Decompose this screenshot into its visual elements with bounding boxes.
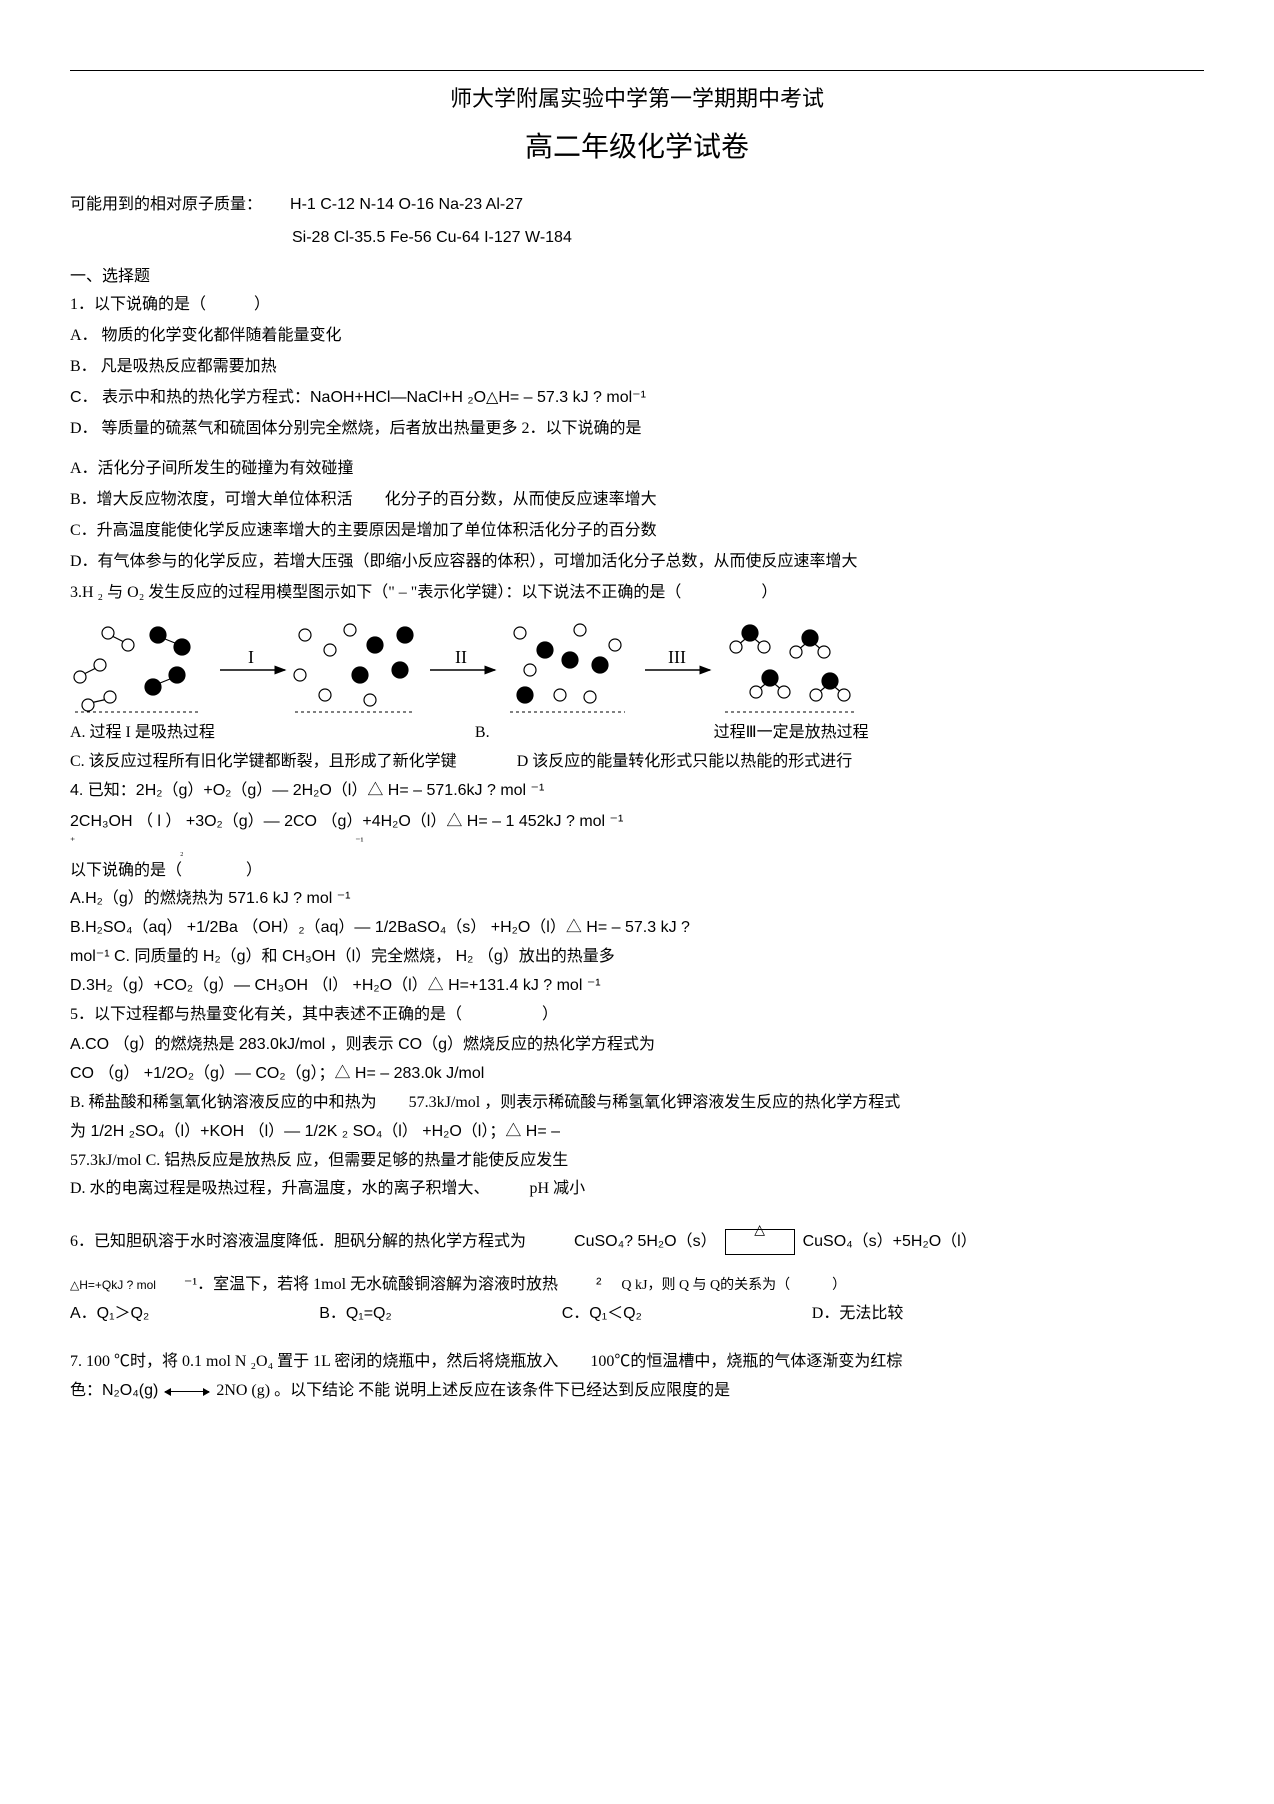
q2-C: C．升高温度能使化学反应速率增大的主要原因是增加了单位体积活化分子的百分数 <box>70 517 1204 546</box>
q4-stem: 4. 已知：2H₂（g）+O₂（g）— 2H₂O（l）△ H= – 571.6k… <box>70 777 1204 806</box>
q6-cuso1: CuSO₄? 5H₂O（s） <box>574 1233 717 1250</box>
q6-D: D．无法比较 <box>812 1300 904 1329</box>
triangle-icon: △ <box>754 1218 765 1243</box>
q2-D: D．有气体参与的化学反应，若增大压强（即缩小反应容器的体积），可增加活化分子总数… <box>70 548 1204 577</box>
equilibrium-arrow-icon <box>165 1391 209 1392</box>
masses-row2: Si-28 Cl-35.5 Fe-56 Cu-64 I-127 W-184 <box>292 224 1204 253</box>
svg-text:II: II <box>455 647 467 667</box>
q7-l2: 色：N₂O₄(g) 2NO (g) 。以下结论 不能 说明上述反应在该条件下已经… <box>70 1377 1204 1406</box>
q6-r2a: △H=+QkJ ? mol <box>70 1278 156 1292</box>
masses-label: 可能用到的相对原子质量： <box>70 191 262 220</box>
q7-l1: 7. 100 ℃时，将 0.1 mol N ₂O₄ 置于 1L 密闭的烧瓶中，然… <box>70 1348 1204 1377</box>
q4-eq2: 2CH₃OH （ l ） +3O₂（g）— 2CO （g）+4H₂O（l）△ H… <box>70 808 1204 837</box>
q1-B: B． 凡是吸热反应都需要加热 <box>70 353 1204 382</box>
q7-l2b: 2NO (g) 。以下结论 不能 说明上述反应在该条件下已经达到反应限度的是 <box>216 1382 730 1399</box>
q1-stem: 1．以下说确的是（ ） <box>70 291 1204 320</box>
q4-Bc: mol⁻¹ C. 同质量的 H₂（g）和 CH₃OH（l）完全燃烧， H₂ （g… <box>70 943 1204 972</box>
q6-r2b: ⁻¹．室温下，若将 1mol 无水硫酸铜溶解为溶液时放热 <box>184 1276 558 1293</box>
q3-stem: 3.H ₂ 与 O₂ 发生反应的过程用模型图示如下（" – "表示化学键）：以下… <box>70 579 1204 608</box>
q4-tiny1: ⁺ ⁻¹ <box>70 837 1204 847</box>
q1-C: C． 表示中和热的热化学方程式：NaOH+HCl—NaCl+H ₂O△H= – … <box>70 384 1204 413</box>
q2-B: B．增大反应物浓度，可增大单位体积活 化分子的百分数，从而使反应速率增大 <box>70 486 1204 515</box>
school-title: 师大学附属实验中学第一学期期中考试 <box>70 79 1204 119</box>
q4-tiny2: ₂ <box>70 847 1204 857</box>
q3-B: B. 过程Ⅲ一定是放热过程 <box>475 719 869 748</box>
q6-cuso2: CuSO₄（s）+5H₂O（l） <box>803 1233 977 1250</box>
q6-row2: △H=+QkJ ? mol ⁻¹．室温下，若将 1mol 无水硫酸铜溶解为溶液时… <box>70 1271 1204 1300</box>
q5-stem: 5．以下过程都与热量变化有关，其中表述不正确的是（ ） <box>70 1001 1204 1030</box>
q6-row1: 6．已知胆矾溶于水时溶液温度降低．胆矾分解的热化学方程式为 CuSO₄? 5H₂… <box>70 1228 1204 1257</box>
q5-D: D. 水的电离过程是吸热过程，升高温度，水的离子积增大、 pH 减小 <box>70 1175 1204 1204</box>
masses-row1: H-1 C-12 N-14 O-16 Na-23 Al-27 <box>290 191 523 220</box>
q5-B2: 为 1/2H ₂SO₄（l）+KOH （l）— 1/2K ₂ SO₄（l） +H… <box>70 1118 1204 1147</box>
q7-l2a: 色：N₂O₄(g) <box>70 1382 158 1399</box>
q3-D: D 该反应的能量转化形式只能以热能的形式进行 <box>517 748 853 777</box>
atomic-masses: 可能用到的相对原子质量： H-1 C-12 N-14 O-16 Na-23 Al… <box>70 191 1204 220</box>
q4-B: B.H₂SO₄（aq） +1/2Ba （OH）₂（aq）— 1/2BaSO₄（s… <box>70 914 1204 943</box>
q6-stem1: 6．已知胆矾溶于水时溶液温度降低．胆矾分解的热化学方程式为 <box>70 1233 526 1250</box>
q3-A: A. 过程 I 是吸热过程 <box>70 719 215 748</box>
paper-title: 高二年级化学试卷 <box>70 123 1204 173</box>
q1-A: A． 物质的化学变化都伴随着能量变化 <box>70 322 1204 351</box>
q2-A: A．活化分子间所发生的碰撞为有效碰撞 <box>70 455 1204 484</box>
q5-B3: 57.3kJ/mol C. 铝热反应是放热反 应，但需要足够的热量才能使反应发生 <box>70 1147 1204 1176</box>
svg-text:I: I <box>248 647 254 667</box>
q5-A2: CO （g） +1/2O₂（g）— CO₂（g）；△ H= – 283.0k J… <box>70 1060 1204 1089</box>
top-rule <box>70 70 1204 71</box>
q6-r2d: Q kJ，则 Q 与 Q的关系为（ ） <box>621 1278 846 1293</box>
svg-text:III: III <box>668 647 686 667</box>
heat-condition-box: △ <box>725 1229 795 1255</box>
q4-A: A.H₂（g）的燃烧热为 571.6 kJ ? mol ⁻¹ <box>70 885 1204 914</box>
q4-ask: 以下说确的是（ ） <box>70 857 1204 886</box>
q5-A1: A.CO （g）的燃烧热是 283.0kJ/mol ，则表示 CO（g）燃烧反应… <box>70 1031 1204 1060</box>
q3-C: C. 该反应过程所有旧化学键都断裂，且形成了新化学键 <box>70 748 457 777</box>
q6-r2c: ² <box>596 1276 601 1293</box>
section-1-title: 一、选择题 <box>70 263 1204 292</box>
q6-C: C．Q₁＜Q₂ <box>562 1300 642 1329</box>
reaction-diagram: I II III <box>70 615 950 715</box>
q6-A: A．Q₁＞Q₂ <box>70 1300 149 1329</box>
q5-B1: B. 稀盐酸和稀氢氧化钠溶液反应的中和热为 57.3kJ/mol ，则表示稀硫酸… <box>70 1089 1204 1118</box>
q4-D: D.3H₂（g）+CO₂（g）— CH₃OH （l） +H₂O（l）△ H=+1… <box>70 972 1204 1001</box>
q1-D: D． 等质量的硫蒸气和硫固体分别完全燃烧，后者放出热量更多 2．以下说确的是 <box>70 415 1204 444</box>
q6-B: B．Q₁=Q₂ <box>319 1300 392 1329</box>
